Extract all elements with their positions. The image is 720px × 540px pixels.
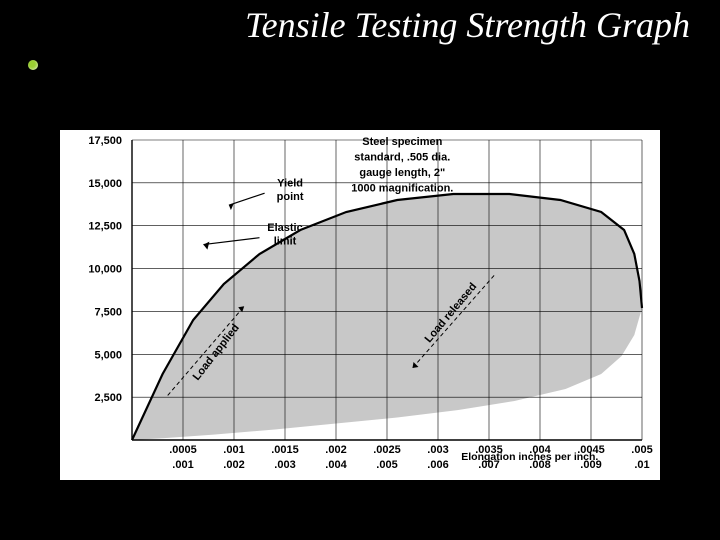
svg-text:gauge length, 2": gauge length, 2" <box>359 167 445 179</box>
svg-text:.006: .006 <box>427 459 448 471</box>
svg-text:Elastic: Elastic <box>267 222 302 234</box>
svg-text:12,500: 12,500 <box>88 221 122 233</box>
svg-text:standard, .505 dia.: standard, .505 dia. <box>354 152 450 164</box>
tensile-chart: 2,500 5,000 7,500 10,000 12,500 15,000 17,500.… <box>60 130 660 480</box>
svg-text:.005: .005 <box>631 444 652 456</box>
svg-text:5,000: 5,000 <box>94 349 122 361</box>
svg-text:Elongation inches per inch.: Elongation inches per inch. <box>461 451 598 463</box>
svg-text:point: point <box>277 191 304 203</box>
svg-text:.002: .002 <box>223 459 244 471</box>
svg-text:.0005: .0005 <box>169 444 197 456</box>
svg-text:.003: .003 <box>427 444 448 456</box>
svg-text:.01: .01 <box>634 459 649 471</box>
svg-text:.0015: .0015 <box>271 444 299 456</box>
svg-text:.001: .001 <box>172 459 193 471</box>
svg-text:2,500: 2,500 <box>94 392 122 404</box>
svg-text:limit: limit <box>274 236 297 248</box>
bullet-icon <box>28 60 38 70</box>
svg-text:7,500: 7,500 <box>94 306 122 318</box>
svg-text:10,000: 10,000 <box>88 264 122 276</box>
chart-svg: 2,500 5,000 7,500 10,000 12,500 15,000 17,500.… <box>60 130 660 480</box>
svg-text:17,500: 17,500 <box>88 135 122 147</box>
svg-text:15,000: 15,000 <box>88 178 122 190</box>
svg-text:.0025: .0025 <box>373 444 401 456</box>
svg-text:.001: .001 <box>223 444 244 456</box>
svg-text:.005: .005 <box>376 459 397 471</box>
svg-text:Yield: Yield <box>277 177 303 189</box>
svg-text:.002: .002 <box>325 444 346 456</box>
svg-text:.004: .004 <box>325 459 347 471</box>
page-title: Tensile Testing Strength Graph <box>150 5 690 46</box>
svg-text:.003: .003 <box>274 459 295 471</box>
svg-text:Steel specimen: Steel specimen <box>362 136 442 148</box>
svg-text:1000 magnification.: 1000 magnification. <box>351 182 453 194</box>
slide: Tensile Testing Strength Graph 2,500 5,00… <box>0 0 720 540</box>
